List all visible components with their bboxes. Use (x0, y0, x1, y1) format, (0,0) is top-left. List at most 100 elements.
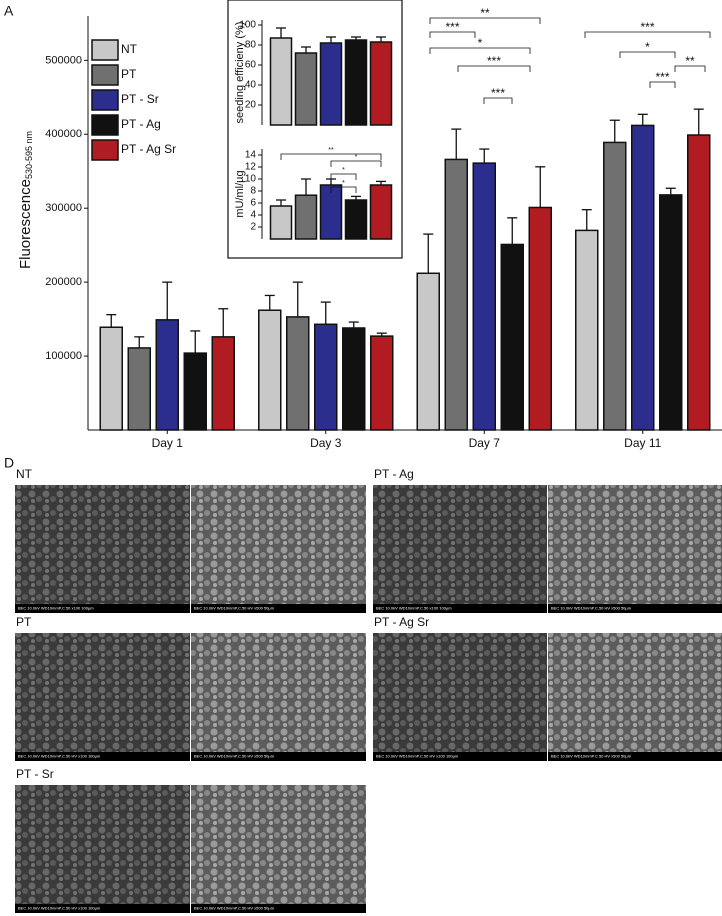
sem-image-shade (373, 485, 547, 613)
bar (344, 39, 368, 126)
bar (344, 199, 368, 240)
panel-label: A (4, 3, 14, 19)
sem-label: PT - Ag Sr (374, 615, 429, 629)
bar (211, 336, 235, 431)
bar (369, 184, 393, 240)
sem-caption-bar (15, 604, 190, 613)
bar (687, 134, 711, 431)
y-tick-label: 200000 (45, 276, 82, 288)
y-label-text: Fluorescence (17, 179, 34, 269)
significance-label: * (645, 40, 650, 54)
y-tick-label: 40 (245, 80, 257, 91)
y-tick-label: 100 (239, 20, 256, 31)
bar (314, 323, 338, 431)
sem-image-shade (15, 785, 190, 913)
y-tick-label: 400000 (45, 128, 82, 140)
legend-label: PT - Ag Sr (121, 142, 176, 156)
legend-label: NT (121, 42, 138, 56)
sem-image-shade (15, 485, 190, 613)
significance-bracket (649, 81, 676, 88)
sem-caption-bar (15, 904, 190, 913)
bar (155, 319, 179, 431)
y-tick-label: 12 (245, 162, 257, 173)
significance-bracket (619, 51, 676, 58)
significance-label: * (342, 180, 345, 187)
sem-image-shade (15, 633, 190, 761)
legend-swatch (91, 39, 119, 61)
bar (528, 206, 552, 431)
y-axis-label: mU/ml/µg (234, 170, 246, 217)
sem-image (548, 633, 722, 761)
y-tick-label: 2 (250, 222, 256, 233)
sem-caption-bar (191, 904, 366, 913)
sem-image-shade (548, 633, 722, 761)
significance-bracket (483, 97, 513, 104)
significance-label: ** (328, 147, 334, 154)
y-tick-label: 14 (245, 150, 257, 161)
x-tick-label: Day 1 (152, 436, 184, 450)
sem-caption: BEC 10.0kV WD10mmP.C.50 HV x500 50µm (194, 906, 275, 911)
legend-label: PT - Sr (121, 92, 159, 106)
bar (269, 37, 293, 126)
y-tick-label: 6 (250, 198, 256, 209)
y-tick-label: 100000 (45, 350, 82, 362)
sem-caption: BEC 10.0kV WD10mmP.C.50 HV x500 50µm (194, 754, 275, 759)
sem-label: PT - Sr (16, 767, 54, 781)
sem-caption: BEC 10.0kV WD10mmP.C.50 HV x100 100µm (18, 754, 101, 759)
sem-caption-bar (373, 752, 547, 761)
sem-caption: BEC 10.0kV WD10mmP.C.50 HV x500 50µm (551, 754, 632, 759)
bar (319, 184, 343, 240)
panel-label: D (4, 455, 14, 471)
sem-image (191, 633, 366, 761)
sem-image-shade (191, 633, 366, 761)
y-tick-label: 10 (245, 174, 257, 185)
bar (575, 229, 599, 431)
y-tick-label: 80 (245, 40, 257, 51)
significance-label: *** (491, 86, 505, 100)
sem-image (191, 785, 366, 913)
y-axis-label: Fluorescence530-595 nm (17, 131, 34, 269)
bar (631, 124, 655, 431)
bar (319, 42, 343, 126)
sem-caption-bar (191, 604, 366, 613)
significance-bracket (429, 17, 541, 24)
bar (659, 194, 683, 431)
bar (286, 316, 310, 431)
sem-image-shade (373, 633, 547, 761)
sem-caption-bar (373, 604, 547, 613)
bar (269, 205, 293, 240)
sem-image (15, 633, 190, 761)
y-axis-label: seeding efficieny (%) (234, 22, 246, 124)
y-tick-label: 20 (245, 100, 257, 111)
sem-caption-bar (548, 752, 722, 761)
sem-caption-bar (191, 752, 366, 761)
bar (416, 272, 440, 431)
y-tick-label: 500000 (45, 54, 82, 66)
sem-caption: BEC 10.0kV WD10mmP.C.50 x100 100µm (376, 606, 452, 611)
bar (294, 52, 318, 126)
sem-caption-bar (15, 752, 190, 761)
significance-bracket (429, 31, 476, 38)
significance-label: *** (655, 70, 669, 84)
sem-image-shade (191, 785, 366, 913)
significance-bracket (429, 47, 531, 54)
significance-bracket (330, 186, 357, 193)
bar (183, 352, 207, 431)
bar (370, 335, 394, 431)
bar (127, 347, 151, 431)
significance-label: *** (487, 54, 501, 68)
bar (99, 326, 123, 431)
significance-label: *** (445, 20, 459, 34)
significance-bracket (674, 65, 706, 72)
sem-image (373, 633, 547, 761)
significance-bracket (584, 31, 711, 38)
legend-swatch (91, 64, 119, 86)
significance-label: * (355, 154, 358, 161)
bar (369, 41, 393, 126)
y-tick-label: 60 (245, 60, 257, 71)
sem-image (191, 485, 366, 613)
legend-swatch (91, 114, 119, 136)
bar (500, 243, 524, 431)
significance-label: * (478, 36, 483, 50)
